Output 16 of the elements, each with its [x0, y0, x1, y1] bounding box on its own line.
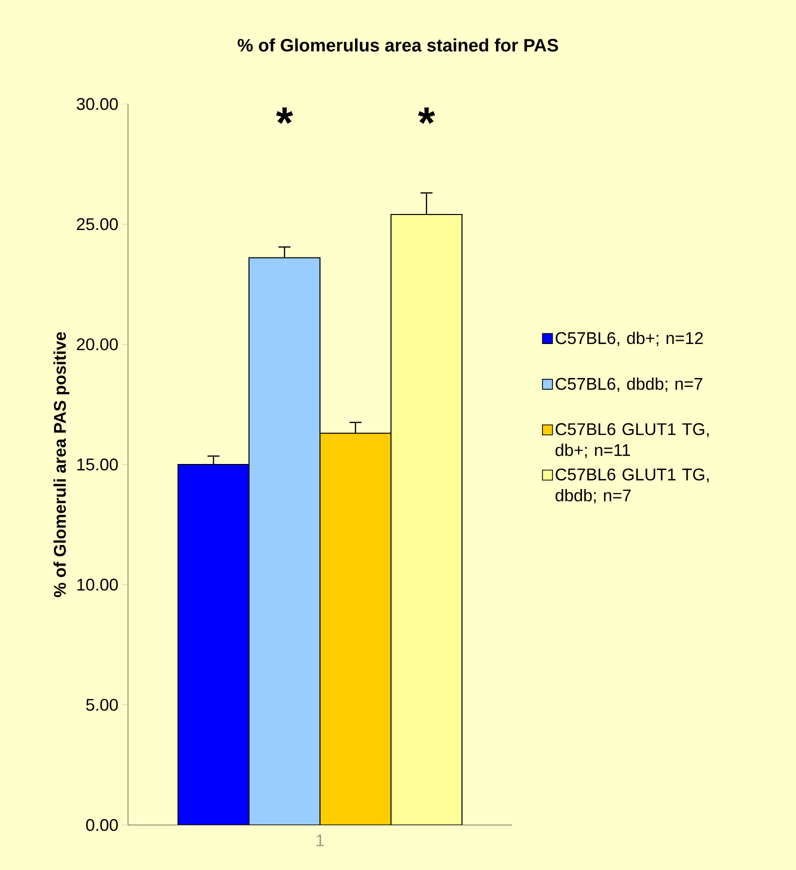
chart-title: % of Glomerulus area stained for PAS — [238, 38, 558, 52]
x-tick-label: 1 — [316, 834, 324, 846]
annotation: * — [276, 108, 293, 124]
annotation: * — [418, 108, 435, 124]
y-tick-label: 20.00 — [76, 338, 118, 350]
y-tick-label: 30.00 — [76, 98, 118, 110]
legend-label: C57BL6, db+; n=12 — [556, 332, 703, 346]
legend-label: C57BL6 GLUT1 TG, db+; n=11 — [556, 423, 709, 458]
y-tick-label: 5.00 — [86, 698, 118, 711]
legend-label: C57BL6 GLUT1 TG, dbdb; n=7 — [556, 468, 709, 504]
y-axis-title: % of Glomeruli area PAS positive — [53, 332, 70, 598]
y-tick-label: 10.00 — [77, 578, 118, 591]
y-tick-label: 25.00 — [76, 218, 118, 230]
y-tick-label: 0.00 — [86, 818, 118, 831]
y-tick-label: 15.00 — [77, 458, 118, 470]
legend-label: C57BL6, dbdb; n=7 — [556, 377, 702, 392]
